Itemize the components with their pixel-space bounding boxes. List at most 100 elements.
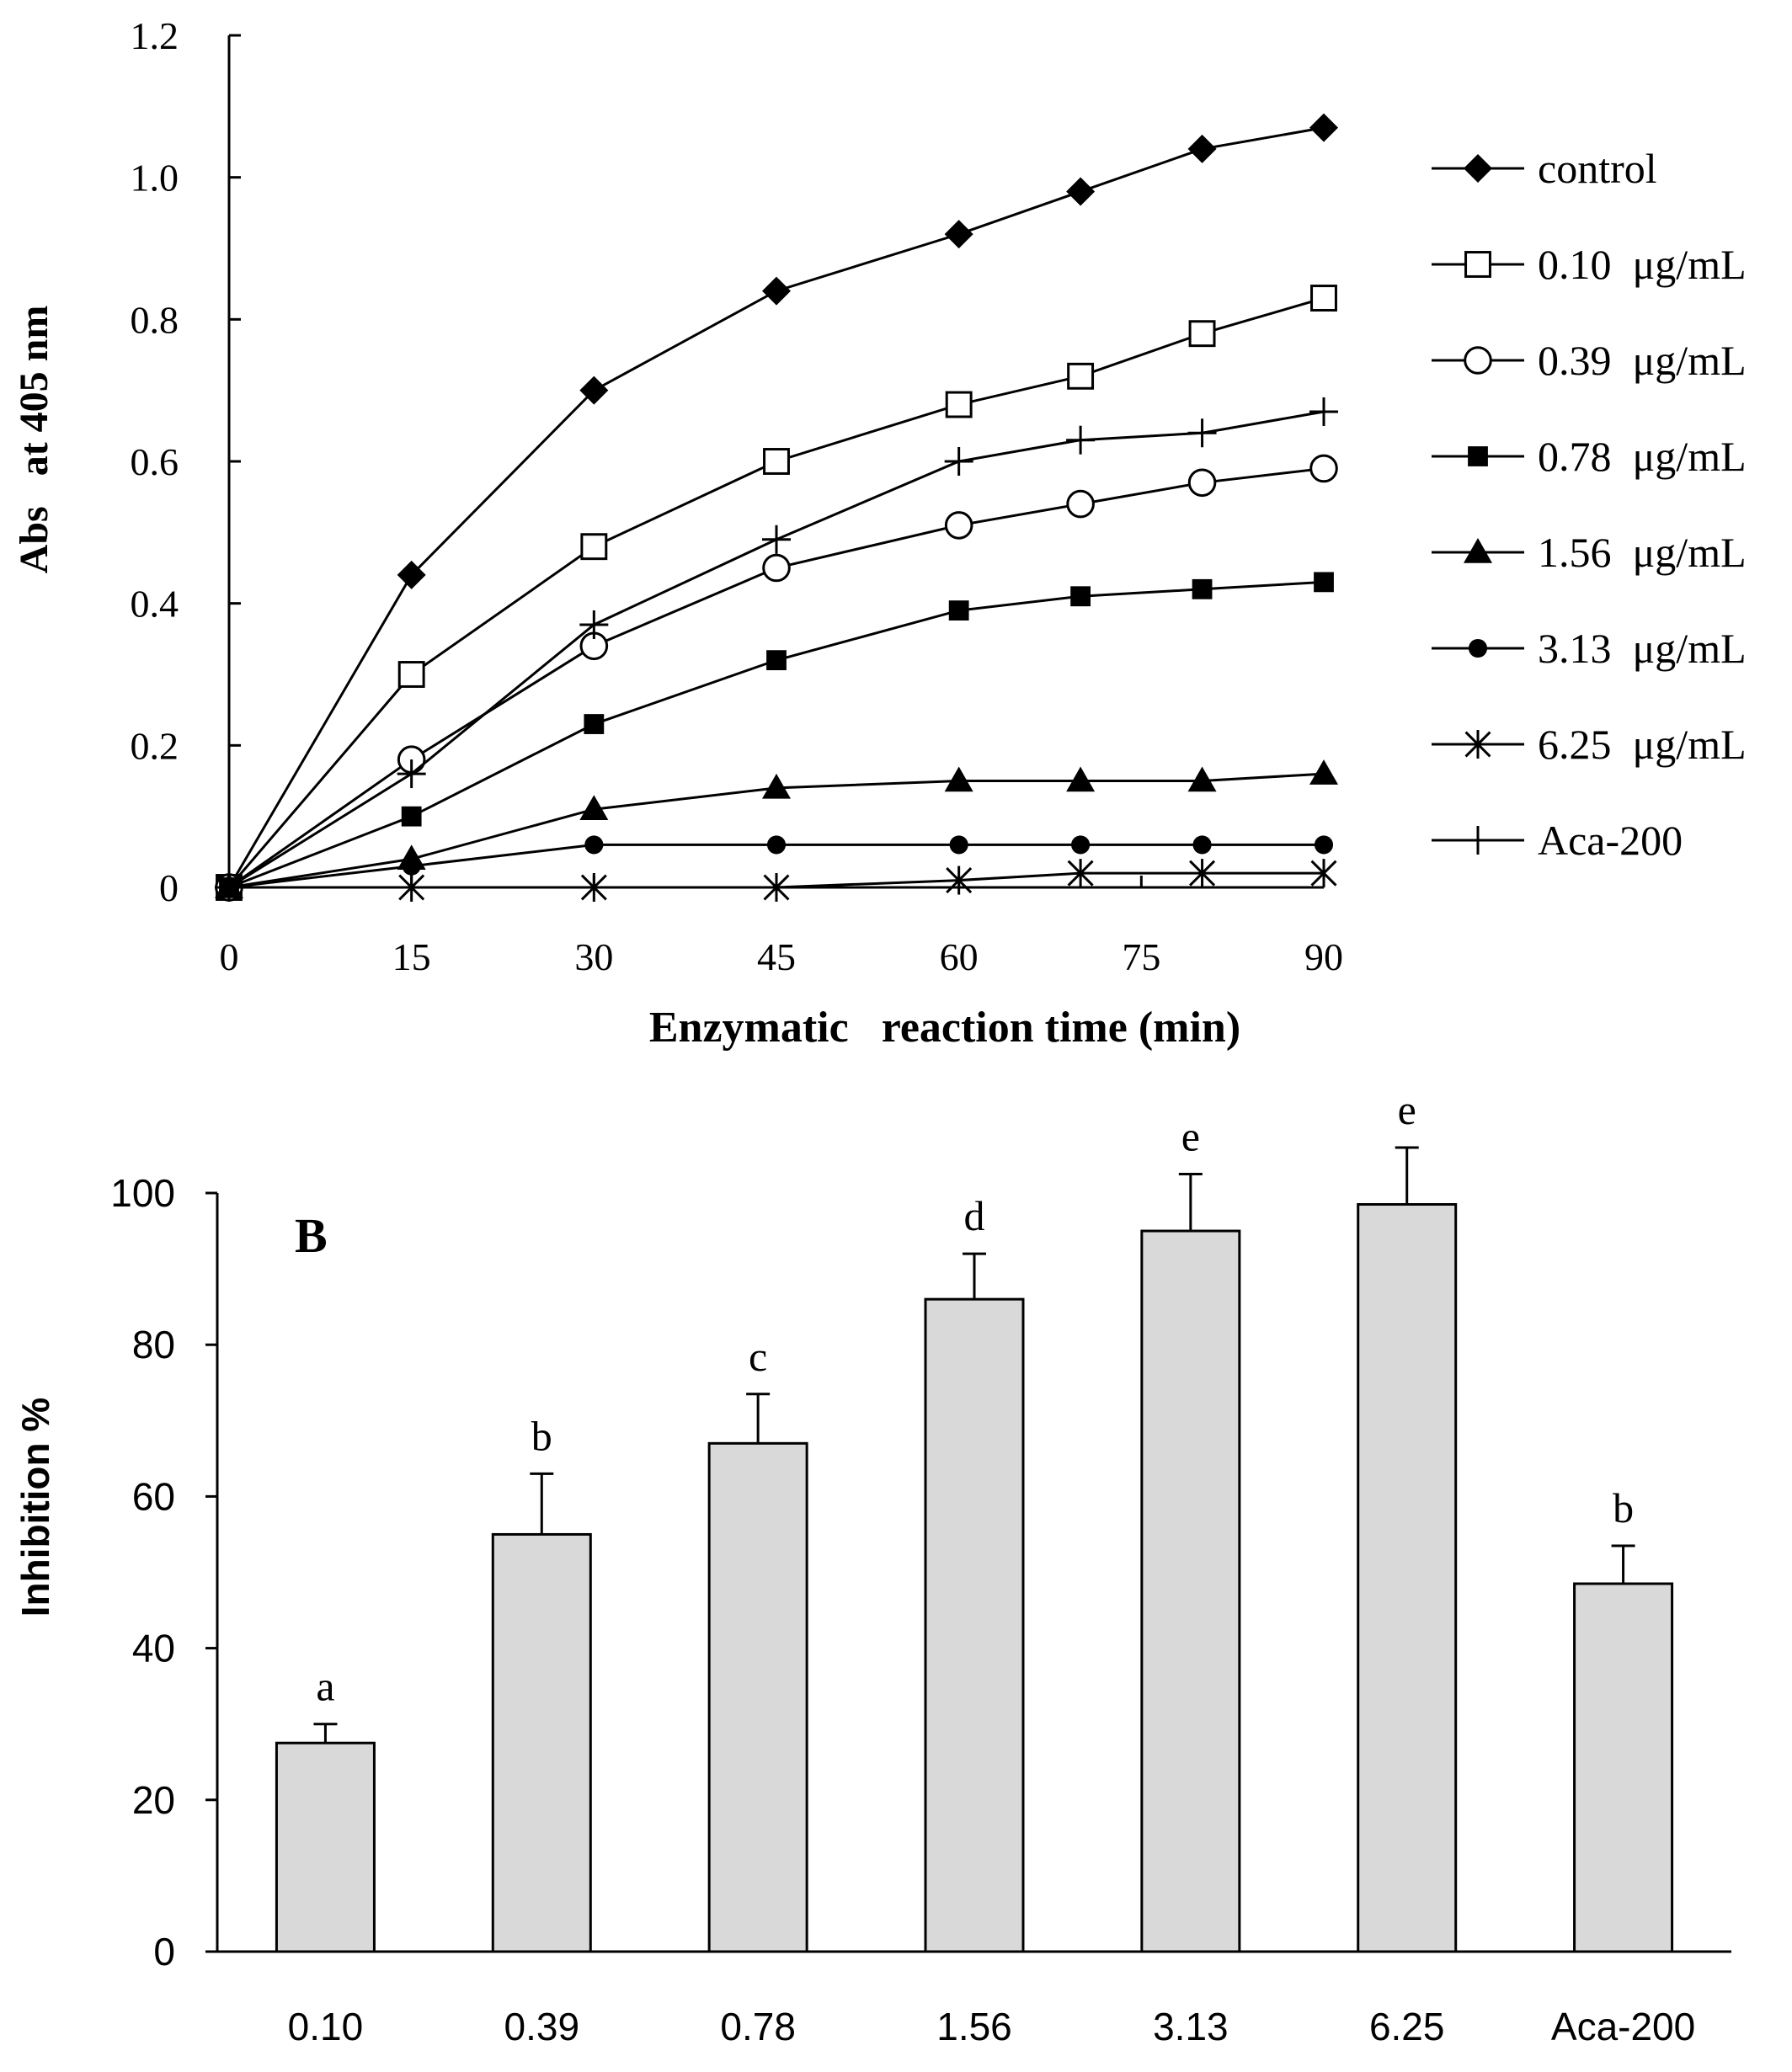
data-point	[762, 773, 791, 799]
series-line	[228, 843, 1324, 889]
legend-label: Aca-200	[1538, 817, 1683, 864]
panel-a-x-tick-label: 75	[1122, 935, 1160, 978]
data-point	[1067, 859, 1094, 888]
significance-letter: a	[316, 1663, 334, 1710]
panel-a-x-tick-label: 45	[757, 935, 796, 978]
data-point	[402, 856, 421, 876]
data-point	[1468, 446, 1488, 466]
data-point	[1310, 285, 1337, 312]
panel-a-series	[215, 113, 1338, 902]
data-point	[1067, 362, 1095, 390]
data-point	[215, 873, 243, 902]
series-7	[215, 397, 1338, 902]
data-point	[584, 835, 604, 855]
legend-entry: Aca-200	[1432, 817, 1683, 864]
data-point	[1192, 578, 1213, 599]
data-point	[1309, 454, 1338, 483]
data-point	[1464, 538, 1492, 563]
series-3	[219, 572, 1334, 898]
data-point	[1464, 251, 1491, 278]
data-point	[944, 447, 973, 476]
data-point	[397, 560, 426, 589]
legend-label: 3.13 μg/mL	[1538, 625, 1747, 672]
panel-a-x-tick-label: 60	[940, 935, 979, 978]
panel-b-y-tick-label: 100	[110, 1171, 175, 1215]
data-point	[1066, 489, 1095, 519]
data-point	[1070, 586, 1091, 607]
data-point	[1464, 730, 1491, 759]
data-point	[1187, 134, 1217, 163]
series-line	[228, 466, 1325, 889]
legend-entry: 0.39 μg/mL	[1432, 337, 1747, 384]
series-line	[227, 126, 1325, 888]
data-point	[1314, 572, 1334, 593]
panel-a-y-axis-label: Abs at 405 nm	[12, 306, 56, 574]
data-point	[766, 835, 787, 855]
data-point	[944, 511, 973, 540]
bar-group-5: e 6.25	[1357, 1086, 1458, 2048]
series-line	[228, 580, 1325, 889]
significance-letter: b	[531, 1412, 552, 1459]
panel-b-y-tick-label: 80	[132, 1323, 175, 1366]
data-point	[762, 525, 791, 554]
bar	[1573, 1582, 1674, 1953]
data-point	[1314, 835, 1334, 855]
legend-entry: control	[1432, 145, 1657, 192]
data-point	[766, 650, 787, 671]
series-line	[229, 871, 1324, 889]
panel-a-line-chart: 0 0.2 0.4 0.6 0.8 1.0 1.2 0 15 30 45 60 75 90 control…	[12, 14, 1747, 1052]
data-point	[401, 806, 422, 827]
panel-b-x-tick-label: 0.10	[288, 2005, 364, 2048]
series-line	[228, 410, 1325, 889]
panel-a-y-tick-label: 0.2	[131, 724, 179, 767]
bar	[491, 1532, 592, 1953]
panel-b-y-tick-label: 40	[132, 1627, 175, 1670]
panel-b-y-axis-label: Inhibition %	[13, 1398, 57, 1617]
data-point	[580, 533, 608, 561]
data-point	[1187, 468, 1217, 498]
panel-a-x-axis-label: Enzymatic reaction time (min)	[649, 1004, 1240, 1052]
data-point	[584, 714, 605, 734]
data-point	[1071, 835, 1091, 855]
legend-entry: 0.10 μg/mL	[1432, 241, 1747, 288]
panel-a-x-tick-label: 30	[574, 935, 613, 978]
data-point	[946, 866, 973, 895]
bar-group-4: e 3.13	[1140, 1112, 1241, 2048]
panel-a-x-tick-label: 0	[220, 935, 239, 978]
panel-b-x-tick-label: 6.25	[1369, 2005, 1445, 2048]
data-point	[1309, 113, 1338, 142]
data-point	[1310, 859, 1337, 888]
significance-letter: b	[1613, 1484, 1634, 1531]
bar-group-3: d 1.56	[924, 1192, 1025, 2048]
panel-a-y-tick-label: 0.4	[131, 583, 179, 626]
significance-letter: c	[749, 1333, 767, 1380]
panel-b-x-tick-label: Aca-200	[1551, 2005, 1695, 2048]
data-point	[579, 376, 609, 405]
bar	[1357, 1203, 1458, 1953]
significance-letter: e	[1398, 1086, 1416, 1133]
legend-label: 0.39 μg/mL	[1538, 337, 1747, 384]
data-point	[1188, 320, 1216, 348]
data-point	[397, 661, 425, 688]
data-point	[1192, 835, 1212, 855]
bar	[1140, 1229, 1241, 1953]
data-point	[1066, 177, 1096, 206]
panel-a-y-tick-label: 0	[159, 866, 179, 909]
data-point	[580, 873, 607, 902]
legend-label: 1.56 μg/mL	[1538, 529, 1747, 576]
data-point	[398, 873, 425, 902]
data-point	[949, 835, 968, 855]
significance-letter: d	[964, 1192, 985, 1239]
data-point	[1464, 154, 1492, 183]
panel-a-y-tick-label: 0.8	[131, 298, 179, 341]
data-point	[944, 766, 973, 792]
bar-group-2: c 0.78	[707, 1333, 808, 2048]
legend-label: 0.78 μg/mL	[1538, 433, 1747, 480]
panel-b-x-tick-label: 0.39	[504, 2005, 580, 2048]
panel-a-x-tick-label: 15	[392, 935, 431, 978]
data-point	[762, 276, 791, 306]
legend-entry: 1.56 μg/mL	[1432, 529, 1747, 576]
data-point	[1187, 418, 1217, 448]
data-point	[762, 553, 791, 583]
